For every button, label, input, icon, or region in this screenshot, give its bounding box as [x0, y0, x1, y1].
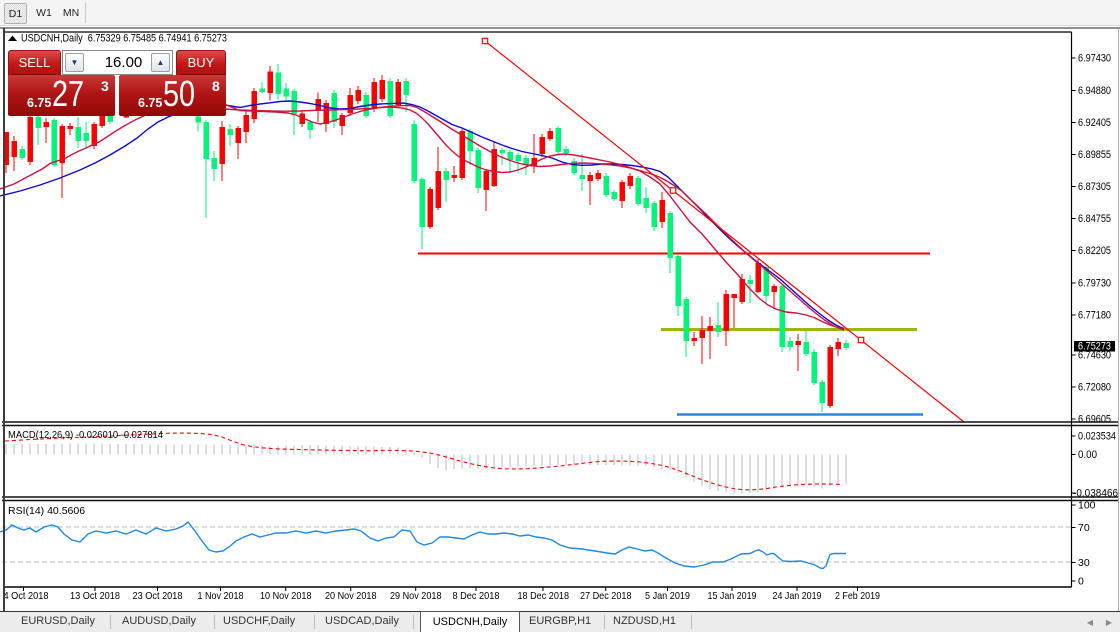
svg-text:29 Nov 2018: 29 Nov 2018 [390, 590, 442, 602]
svg-text:6.79730: 6.79730 [1078, 278, 1111, 290]
svg-text:RSI(14) 40.5606: RSI(14) 40.5606 [8, 505, 85, 517]
svg-text:6.94880: 6.94880 [1078, 85, 1111, 97]
svg-text:MACD(12,26,9) -0.026010 -0.027: MACD(12,26,9) -0.026010 -0.027814 [8, 429, 163, 441]
svg-text:100: 100 [1078, 500, 1096, 512]
svg-text:2 Feb 2019: 2 Feb 2019 [835, 590, 880, 602]
svg-text:8 Dec 2018: 8 Dec 2018 [453, 590, 500, 602]
svg-text:20 Nov 2018: 20 Nov 2018 [325, 590, 377, 602]
svg-text:6.84755: 6.84755 [1078, 213, 1111, 225]
svg-text:0.023534: 0.023534 [1078, 431, 1116, 443]
svg-text:1 Nov 2018: 1 Nov 2018 [198, 590, 244, 602]
svg-text:6.82205: 6.82205 [1078, 245, 1111, 257]
svg-text:4 Oct 2018: 4 Oct 2018 [4, 590, 49, 602]
svg-text:6.72080: 6.72080 [1078, 382, 1111, 394]
svg-text:5 Jan 2019: 5 Jan 2019 [645, 590, 690, 602]
svg-text:USDCNH,Daily 6.75329 6.75485: USDCNH,Daily 6.75329 6.75485 6.74941 6.7… [21, 33, 227, 45]
svg-text:10 Nov 2018: 10 Nov 2018 [260, 590, 312, 602]
svg-text:6.74630: 6.74630 [1078, 350, 1111, 362]
svg-text:24 Jan 2019: 24 Jan 2019 [773, 590, 822, 602]
svg-text:6.87305: 6.87305 [1078, 181, 1111, 193]
svg-text:6.77180: 6.77180 [1078, 310, 1111, 322]
svg-text:6.69605: 6.69605 [1078, 414, 1111, 426]
svg-text:23 Oct 2018: 23 Oct 2018 [133, 590, 183, 602]
svg-text:18 Dec 2018: 18 Dec 2018 [518, 590, 570, 602]
svg-text:6.97430: 6.97430 [1078, 53, 1111, 65]
svg-text:0.00: 0.00 [1078, 449, 1097, 461]
svg-text:6.75273: 6.75273 [1078, 341, 1111, 353]
svg-text:13 Oct 2018: 13 Oct 2018 [70, 590, 120, 602]
svg-text:0: 0 [1078, 576, 1084, 588]
svg-text:27 Dec 2018: 27 Dec 2018 [580, 590, 632, 602]
svg-text:-0.038466: -0.038466 [1073, 488, 1118, 500]
svg-text:15 Jan 2019: 15 Jan 2019 [708, 590, 757, 602]
svg-text:6.92405: 6.92405 [1078, 117, 1111, 129]
svg-text:6.89855: 6.89855 [1078, 149, 1111, 161]
svg-text:30: 30 [1078, 557, 1090, 569]
svg-text:70: 70 [1078, 522, 1090, 534]
